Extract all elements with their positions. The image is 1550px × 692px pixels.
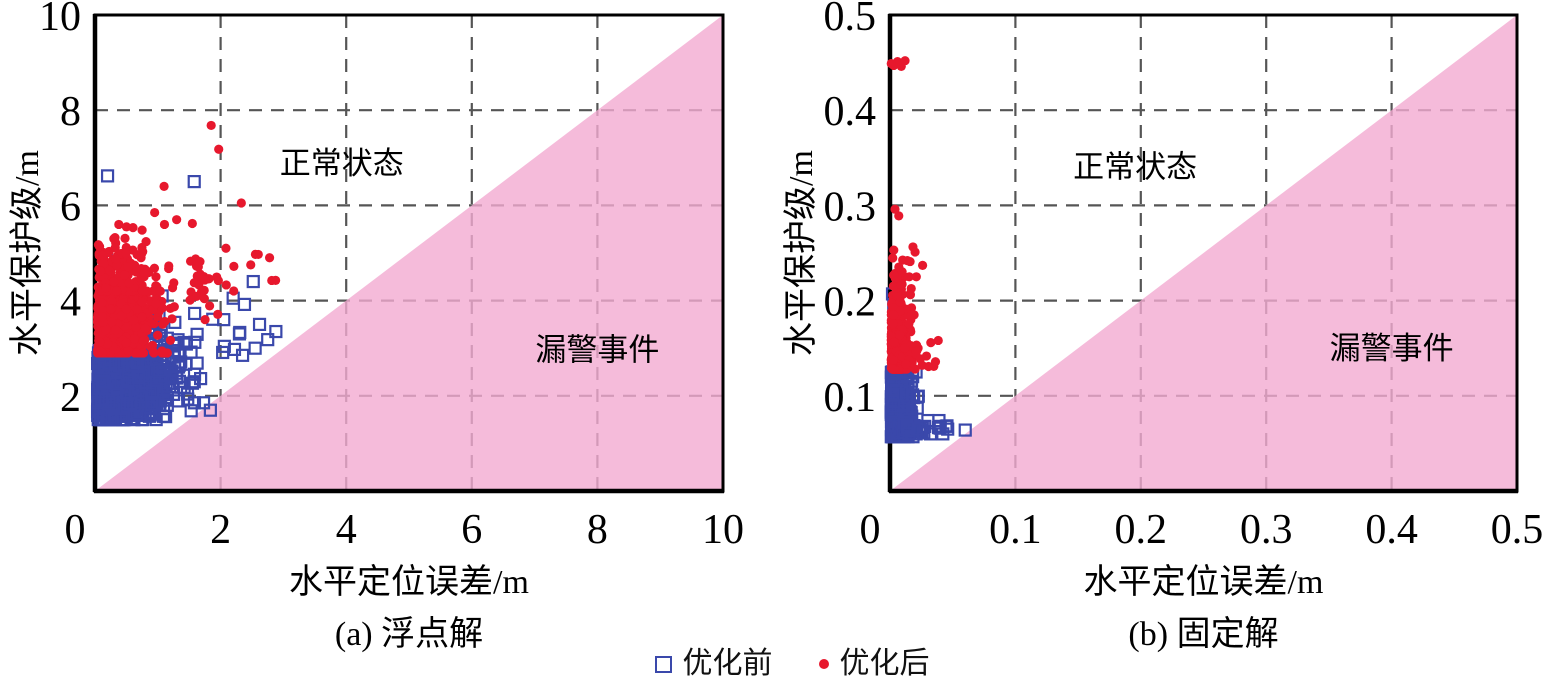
- region-label-missed-alarm-b: 漏警事件: [1330, 331, 1454, 366]
- svg-text:0.1: 0.1: [989, 507, 1042, 553]
- x-tick-labels-b: 0.1 0.2 0.3 0.4 0.5 0: [860, 507, 1544, 553]
- svg-text:4: 4: [60, 280, 81, 326]
- series-after-opt-b: [886, 56, 943, 374]
- region-label-missed-alarm-a: 漏警事件: [535, 332, 659, 367]
- dot-marker-icon: [818, 659, 829, 669]
- region-label-normal-b: 正常状态: [1073, 150, 1197, 185]
- svg-text:0.5: 0.5: [1491, 507, 1544, 553]
- x-axis-label-b: 水平定位误差/m: [1084, 563, 1324, 601]
- svg-text:0.3: 0.3: [1240, 507, 1293, 553]
- svg-text:10: 10: [39, 0, 81, 40]
- region-label-normal-a: 正常状态: [280, 146, 404, 181]
- svg-text:0.4: 0.4: [824, 89, 877, 135]
- svg-text:0.4: 0.4: [1365, 507, 1418, 553]
- origin-label-b: 0: [860, 507, 881, 553]
- y-tick-labels-a: 2 4 6 8 10: [39, 0, 81, 421]
- y-axis-label-b: 水平保护级/m: [782, 150, 820, 356]
- series-after-opt-a: [92, 120, 281, 358]
- svg-text:8: 8: [60, 89, 81, 135]
- open-square-marker-icon: [654, 655, 672, 673]
- missed-alarm-region-b: [890, 15, 1517, 491]
- x-axis-label-a: 水平定位误差/m: [289, 563, 529, 601]
- svg-text:0.3: 0.3: [824, 184, 877, 230]
- legend-item-after-optimization: 优化后: [818, 647, 930, 680]
- y-tick-labels-b: 0.1 0.2 0.3 0.4 0.5: [824, 0, 877, 421]
- svg-text:6: 6: [60, 184, 81, 230]
- missed-alarm-region-a: [95, 15, 723, 491]
- legend: 优化前 优化后: [0, 644, 1550, 684]
- svg-text:4: 4: [336, 507, 357, 553]
- svg-text:8: 8: [587, 507, 608, 553]
- panel-caption-a: (a) 浮点解: [335, 615, 483, 653]
- legend-label-after: 优化后: [839, 647, 930, 680]
- svg-text:0.2: 0.2: [824, 280, 877, 326]
- svg-text:0.1: 0.1: [824, 375, 877, 421]
- legend-label-before: 优化前: [682, 647, 773, 680]
- origin-label-a: 0: [65, 507, 86, 553]
- svg-text:2: 2: [60, 375, 81, 421]
- legend-item-before-optimization: 优化前: [654, 647, 773, 680]
- x-tick-labels-a: 2 4 6 8 10 0: [65, 507, 745, 553]
- svg-text:2: 2: [210, 507, 231, 553]
- svg-text:0.5: 0.5: [824, 0, 877, 40]
- svg-text:10: 10: [702, 507, 744, 553]
- svg-text:6: 6: [461, 507, 482, 553]
- y-axis-label-a: 水平保护级/m: [8, 150, 46, 356]
- panel-caption-b: (b) 固定解: [1128, 615, 1278, 653]
- svg-text:0.2: 0.2: [1115, 507, 1168, 553]
